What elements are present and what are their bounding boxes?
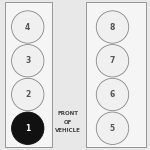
Text: 4: 4 [25,22,30,32]
Bar [4,2,52,147]
Text: 5: 5 [110,124,115,133]
Text: 7: 7 [110,56,115,65]
Circle shape [12,11,44,43]
Text: OF: OF [64,120,72,125]
Circle shape [12,112,44,144]
Circle shape [96,11,129,43]
Circle shape [12,78,44,111]
Circle shape [96,112,129,144]
Text: 3: 3 [25,56,30,65]
Text: 8: 8 [110,22,115,32]
Circle shape [96,78,129,111]
Text: 2: 2 [25,90,30,99]
Text: FRONT: FRONT [58,111,79,116]
Bar [86,2,146,147]
Text: 1: 1 [25,124,30,133]
Circle shape [12,45,44,77]
Circle shape [96,45,129,77]
Text: VEHICLE: VEHICLE [55,128,81,134]
Text: 6: 6 [110,90,115,99]
